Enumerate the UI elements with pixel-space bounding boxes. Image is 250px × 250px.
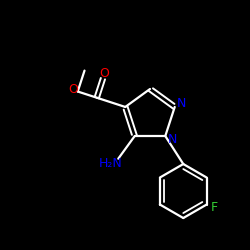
Text: F: F <box>211 201 218 214</box>
Text: O: O <box>100 68 110 80</box>
Text: H₂N: H₂N <box>99 157 122 170</box>
Text: O: O <box>68 84 78 96</box>
Text: N: N <box>168 132 177 145</box>
Text: N: N <box>177 98 186 110</box>
